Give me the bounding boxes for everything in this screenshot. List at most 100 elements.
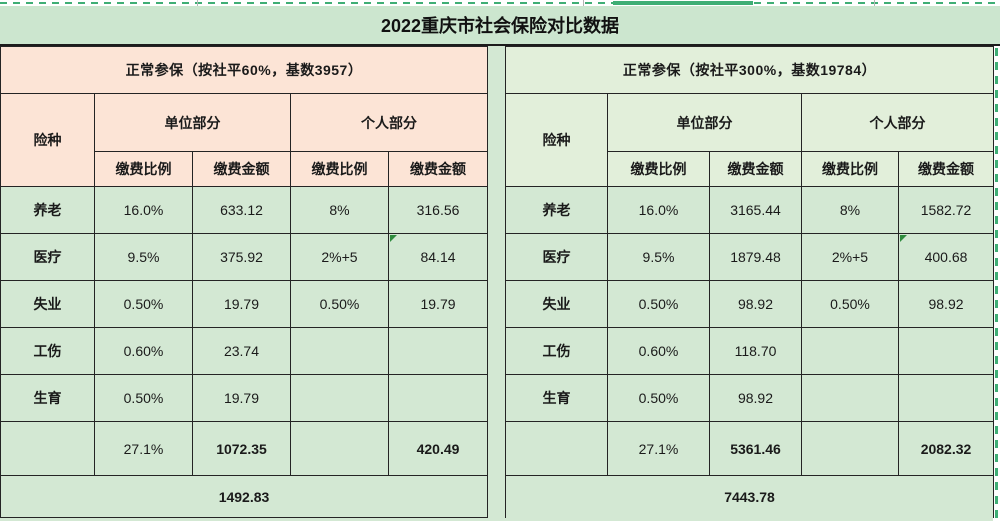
table-row: 医疗 9.5% 1879.48 2%+5 400.68 — [505, 233, 995, 281]
cell-personal-rate[interactable]: 0.50% — [801, 280, 899, 328]
cell-unit-amount[interactable]: 3165.44 — [709, 186, 802, 234]
cell-personal-rate[interactable] — [801, 374, 899, 422]
cell-empty[interactable] — [0, 421, 95, 476]
cell-insurance-type[interactable]: 失业 — [505, 280, 608, 328]
selection-line-solid-segment — [613, 1, 753, 5]
table-row: 生育 0.50% 19.79 — [0, 374, 489, 422]
header-rate[interactable]: 缴费比例 — [94, 151, 193, 187]
column-tick — [197, 0, 198, 6]
cell-unit-rate[interactable]: 0.50% — [607, 280, 710, 328]
cell-insurance-type[interactable]: 医疗 — [505, 233, 608, 281]
cell-total-unit-amount[interactable]: 5361.46 — [709, 421, 802, 476]
cell-total-personal-amount[interactable]: 420.49 — [387, 421, 489, 476]
top-gridline-strip — [0, 0, 1000, 6]
cell-insurance-type[interactable]: 生育 — [0, 374, 95, 422]
header-employer-part[interactable]: 单位部分 — [607, 93, 802, 152]
header-personal-part[interactable]: 个人部分 — [800, 93, 995, 152]
column-tick — [583, 0, 584, 6]
cell-unit-rate[interactable]: 0.50% — [607, 374, 710, 422]
cell-total-unit-rate[interactable]: 27.1% — [94, 421, 193, 476]
cell-unit-amount[interactable]: 633.12 — [192, 186, 291, 234]
table-row: 医疗 9.5% 375.92 2%+5 84.14 — [0, 233, 489, 281]
cell-personal-rate[interactable] — [290, 327, 389, 375]
cell-insurance-type[interactable]: 养老 — [505, 186, 608, 234]
table-row: 工伤 0.60% 118.70 — [505, 327, 995, 375]
dashed-selection-line-horizontal — [0, 2, 1000, 4]
right-edge-strip — [993, 6, 1000, 521]
cell-personal-rate[interactable]: 2%+5 — [801, 233, 899, 281]
cell-unit-rate[interactable]: 0.50% — [94, 374, 193, 422]
cell-personal-amount[interactable] — [897, 374, 995, 422]
cell-personal-amount[interactable]: 1582.72 — [897, 186, 995, 234]
cell-unit-amount[interactable]: 19.79 — [192, 374, 291, 422]
header-amount[interactable]: 缴费金额 — [897, 151, 995, 187]
cell-personal-rate[interactable]: 8% — [290, 186, 389, 234]
cell-unit-amount[interactable]: 118.70 — [709, 327, 802, 375]
grand-total-row: 7443.78 — [504, 475, 995, 518]
cell-unit-rate[interactable]: 0.60% — [94, 327, 193, 375]
table-row: 养老 16.0% 633.12 8% 316.56 — [0, 186, 489, 234]
cell-insurance-type[interactable]: 失业 — [0, 280, 95, 328]
cell-personal-amount[interactable] — [387, 374, 489, 422]
cell-unit-amount[interactable]: 1879.48 — [709, 233, 802, 281]
table-row: 失业 0.50% 19.79 0.50% 19.79 — [0, 280, 489, 328]
table-title-cell[interactable]: 正常参保（按社平60%，基数3957） — [0, 46, 489, 94]
header-personal-part[interactable]: 个人部分 — [289, 93, 489, 152]
header-amount[interactable]: 缴费金额 — [709, 151, 802, 187]
cell-unit-rate[interactable]: 16.0% — [607, 186, 710, 234]
cell-unit-amount[interactable]: 375.92 — [192, 233, 291, 281]
header-rate[interactable]: 缴费比例 — [801, 151, 899, 187]
cell-insurance-type[interactable]: 工伤 — [505, 327, 608, 375]
table-social-insurance-300pct: 正常参保（按社平300%，基数19784） 险种 单位部分 个人部分 缴费比例 … — [504, 46, 995, 518]
cell-unit-rate[interactable]: 9.5% — [607, 233, 710, 281]
cell-personal-amount[interactable] — [387, 327, 489, 375]
totals-row: 27.1% 1072.35 420.49 — [0, 421, 489, 476]
table-row: 养老 16.0% 3165.44 8% 1582.72 — [505, 186, 995, 234]
totals-row: 27.1% 5361.46 2082.32 — [505, 421, 995, 476]
cell-unit-amount[interactable]: 23.74 — [192, 327, 291, 375]
cell-total-unit-amount[interactable]: 1072.35 — [192, 421, 291, 476]
cell-empty[interactable] — [505, 421, 608, 476]
header-amount[interactable]: 缴费金额 — [192, 151, 291, 187]
cell-personal-rate[interactable]: 0.50% — [290, 280, 389, 328]
cell-insurance-type[interactable]: 生育 — [505, 374, 608, 422]
cell-empty[interactable] — [801, 421, 899, 476]
cell-insurance-type[interactable]: 工伤 — [0, 327, 95, 375]
cell-personal-rate[interactable]: 2%+5 — [290, 233, 389, 281]
table-social-insurance-60pct: 正常参保（按社平60%，基数3957） 险种 单位部分 个人部分 缴费比例 缴费… — [0, 46, 489, 518]
table-title-cell[interactable]: 正常参保（按社平300%，基数19784） — [504, 46, 995, 94]
header-rate[interactable]: 缴费比例 — [607, 151, 710, 187]
column-tick — [874, 0, 875, 6]
cell-unit-rate[interactable]: 16.0% — [94, 186, 193, 234]
header-rate[interactable]: 缴费比例 — [290, 151, 389, 187]
cell-unit-amount[interactable]: 19.79 — [192, 280, 291, 328]
cell-personal-rate[interactable] — [801, 327, 899, 375]
cell-total-personal-amount[interactable]: 2082.32 — [897, 421, 995, 476]
header-employer-part[interactable]: 单位部分 — [94, 93, 291, 152]
cell-personal-amount[interactable]: 98.92 — [897, 280, 995, 328]
cell-personal-amount[interactable]: 316.56 — [387, 186, 489, 234]
cell-total-unit-rate[interactable]: 27.1% — [607, 421, 710, 476]
cell-personal-amount[interactable]: 19.79 — [387, 280, 489, 328]
cell-grand-total[interactable]: 7443.78 — [504, 475, 995, 518]
cell-personal-rate[interactable]: 8% — [801, 186, 899, 234]
cell-personal-amount-with-error-flag[interactable]: 84.14 — [387, 233, 489, 281]
header-amount[interactable]: 缴费金额 — [387, 151, 489, 187]
cell-personal-rate[interactable] — [290, 374, 389, 422]
header-insurance-type[interactable]: 险种 — [0, 93, 95, 187]
cell-unit-rate[interactable]: 0.60% — [607, 327, 710, 375]
cell-unit-rate[interactable]: 9.5% — [94, 233, 193, 281]
table-row: 生育 0.50% 98.92 — [505, 374, 995, 422]
cell-insurance-type[interactable]: 养老 — [0, 186, 95, 234]
cell-personal-amount[interactable] — [897, 327, 995, 375]
cell-grand-total[interactable]: 1492.83 — [0, 475, 489, 518]
grand-total-row: 1492.83 — [0, 475, 489, 518]
cell-personal-amount-with-error-flag[interactable]: 400.68 — [897, 233, 995, 281]
cell-unit-amount[interactable]: 98.92 — [709, 374, 802, 422]
cell-empty[interactable] — [290, 421, 389, 476]
cell-unit-rate[interactable]: 0.50% — [94, 280, 193, 328]
cell-insurance-type[interactable]: 医疗 — [0, 233, 95, 281]
cell-unit-amount[interactable]: 98.92 — [709, 280, 802, 328]
header-insurance-type[interactable]: 险种 — [505, 93, 608, 187]
